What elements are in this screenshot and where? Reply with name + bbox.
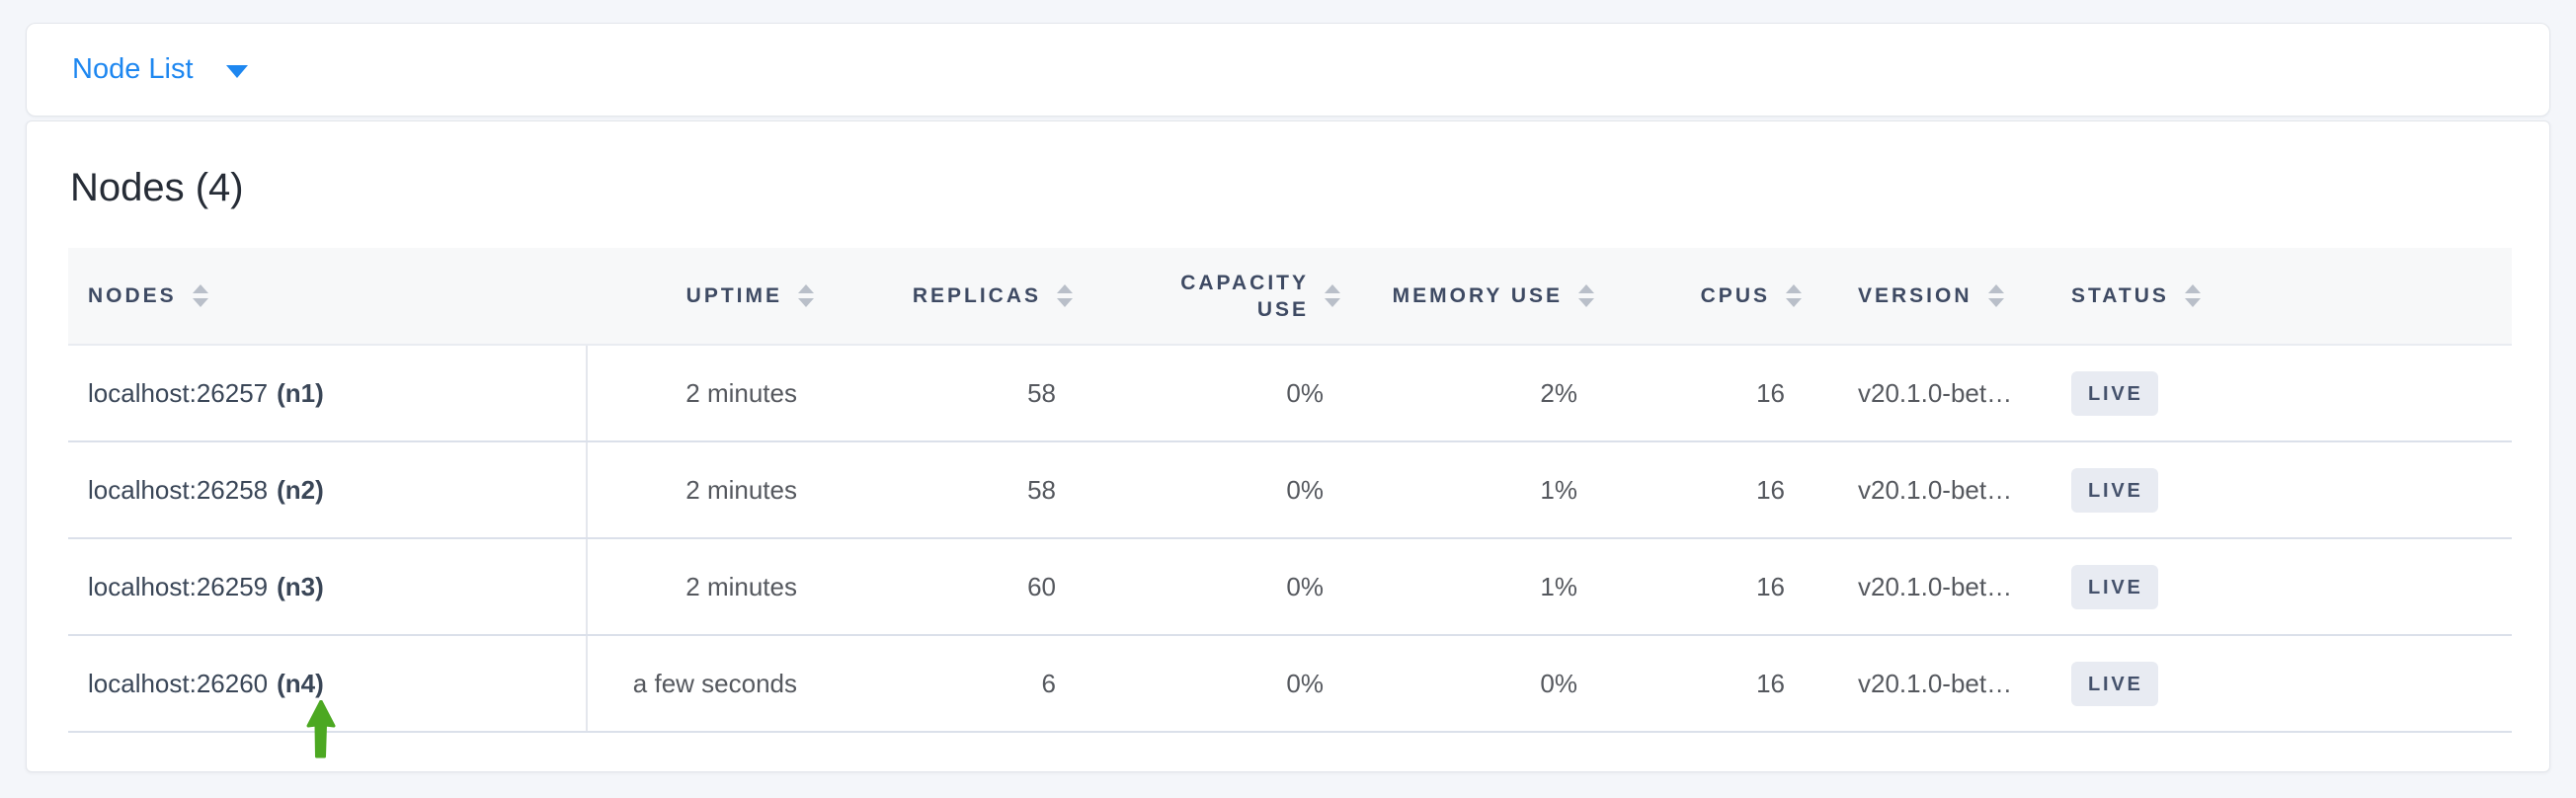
view-dropdown[interactable]: Node List	[72, 55, 248, 84]
node-address[interactable]: localhost:26260	[88, 668, 269, 698]
version-cell: v20.1.0-bet…	[1810, 345, 2019, 442]
chevron-down-icon	[225, 65, 248, 78]
sort-icon	[1578, 284, 1594, 307]
column-header-memory-use[interactable]: MEMORY USE	[1348, 248, 1602, 346]
column-header-version[interactable]: VERSION	[1810, 248, 2019, 346]
sort-icon	[192, 284, 208, 307]
status-cell: LIVE	[2019, 441, 2512, 539]
column-header-capacity-use[interactable]: CAPACITY USE	[1081, 248, 1348, 346]
cpus-cell: 16	[1602, 345, 1810, 442]
replicas-cell: 60	[822, 538, 1081, 636]
status-badge: LIVE	[2071, 564, 2158, 609]
table-row: localhost:26260 (n4) a few seconds 6 0% 0…	[68, 635, 2512, 733]
sort-icon	[798, 284, 814, 307]
node-address-cell[interactable]: localhost:26258 (n2)	[68, 441, 588, 539]
uptime-cell: 2 minutes	[587, 441, 822, 539]
status-badge: LIVE	[2071, 661, 2158, 706]
page-title: Nodes (4)	[70, 166, 244, 209]
column-header-replicas[interactable]: REPLICAS	[822, 248, 1081, 346]
view-dropdown-label: Node List	[72, 53, 194, 85]
node-address[interactable]: localhost:26259	[88, 571, 269, 601]
column-header-cpus[interactable]: CPUS	[1602, 248, 1810, 346]
memory-use-cell: 1%	[1348, 538, 1602, 636]
memory-use-cell: 0%	[1348, 635, 1602, 733]
uptime-cell: 2 minutes	[587, 538, 822, 636]
cpus-cell: 16	[1602, 441, 1810, 539]
node-id: (n3)	[277, 571, 324, 601]
sort-icon	[1987, 284, 2004, 307]
node-address-cell[interactable]: localhost:26259 (n3)	[68, 538, 588, 636]
sort-icon	[1786, 284, 1802, 307]
nodes-card: Nodes (4) NODES UPTIME REPLICAS	[26, 120, 2550, 772]
capacity-use-cell: 0%	[1081, 538, 1348, 636]
cpus-cell: 16	[1602, 538, 1810, 636]
table-row: localhost:26257 (n1) 2 minutes 58 0% 2% 1…	[68, 345, 2512, 442]
table-row: localhost:26259 (n3) 2 minutes 60 0% 1% 1…	[68, 538, 2512, 636]
memory-use-cell: 2%	[1348, 345, 1602, 442]
status-badge: LIVE	[2071, 370, 2158, 416]
table-row: localhost:26258 (n2) 2 minutes 58 0% 1% 1…	[68, 441, 2512, 539]
view-selector-bar: Node List	[26, 23, 2550, 117]
node-id: (n2)	[277, 474, 324, 505]
column-header-status[interactable]: STATUS	[2019, 248, 2512, 346]
nodes-table: NODES UPTIME REPLICAS CAPACITY USE M	[68, 248, 2512, 733]
uptime-cell: a few seconds	[587, 635, 822, 733]
capacity-use-cell: 0%	[1081, 441, 1348, 539]
capacity-use-cell: 0%	[1081, 635, 1348, 733]
node-address[interactable]: localhost:26257	[88, 377, 269, 408]
node-address[interactable]: localhost:26258	[88, 474, 269, 505]
status-cell: LIVE	[2019, 538, 2512, 636]
memory-use-cell: 1%	[1348, 441, 1602, 539]
replicas-cell: 58	[822, 441, 1081, 539]
uptime-cell: 2 minutes	[587, 345, 822, 442]
column-header-uptime[interactable]: UPTIME	[587, 248, 822, 346]
node-id: (n1)	[277, 377, 324, 408]
status-cell: LIVE	[2019, 635, 2512, 733]
sort-icon	[2184, 284, 2201, 307]
cpus-cell: 16	[1602, 635, 1810, 733]
column-header-nodes[interactable]: NODES	[68, 248, 587, 346]
version-cell: v20.1.0-bet…	[1810, 635, 2019, 733]
replicas-cell: 6	[822, 635, 1081, 733]
capacity-use-cell: 0%	[1081, 345, 1348, 442]
status-badge: LIVE	[2071, 467, 2158, 513]
table-header-row: NODES UPTIME REPLICAS CAPACITY USE M	[68, 248, 2512, 346]
replicas-cell: 58	[822, 345, 1081, 442]
node-address-cell[interactable]: localhost:26257 (n1)	[68, 345, 588, 442]
version-cell: v20.1.0-bet…	[1810, 441, 2019, 539]
sort-icon	[1057, 284, 1073, 307]
sort-icon	[1325, 284, 1340, 307]
green-up-arrow-icon	[306, 700, 336, 758]
status-cell: LIVE	[2019, 345, 2512, 442]
node-id: (n4)	[277, 668, 324, 698]
version-cell: v20.1.0-bet…	[1810, 538, 2019, 636]
